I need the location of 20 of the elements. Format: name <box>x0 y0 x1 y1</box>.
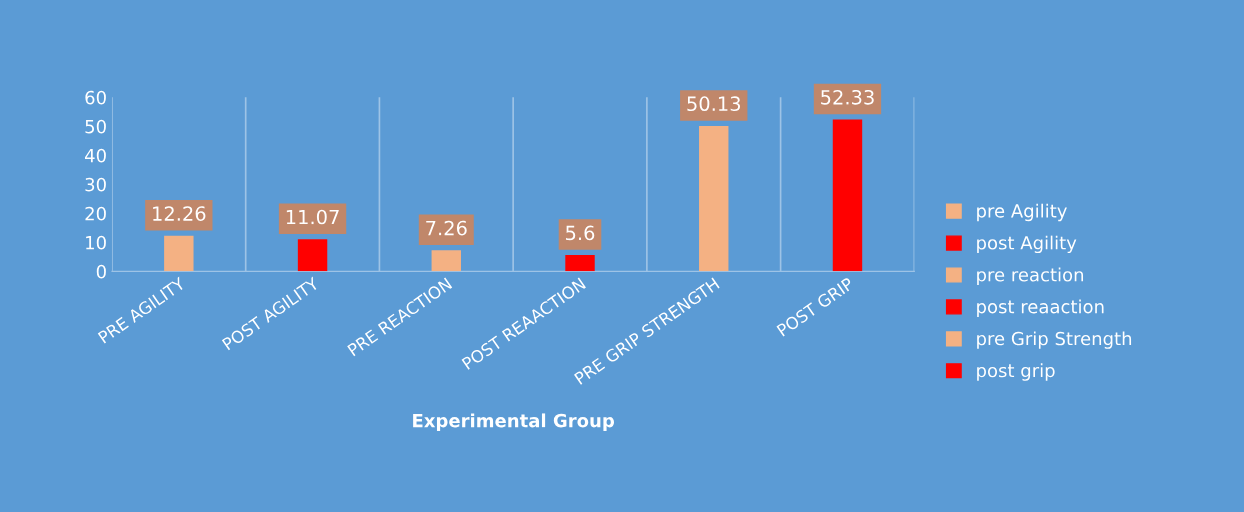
legend-label: pre reaction <box>977 267 1084 286</box>
legend-label: post grip <box>977 363 1055 381</box>
y-tick-label: 20 <box>85 206 106 221</box>
y-tick-label: 60 <box>85 90 106 105</box>
data-label: 52.33 <box>821 89 874 105</box>
y-tick-label: 50 <box>85 119 106 134</box>
data-label: 7.26 <box>426 220 467 236</box>
data-label: 5.6 <box>566 225 595 241</box>
y-tick-label: 0 <box>96 264 106 279</box>
legend-label: post reaaction <box>977 299 1104 317</box>
y-tick-label: 30 <box>85 177 106 192</box>
data-label: 11.07 <box>286 209 339 225</box>
y-tick-label: 10 <box>86 235 106 250</box>
legend-label: pre Grip Strength <box>977 331 1132 349</box>
data-label: 12.26 <box>153 206 206 221</box>
y-tick-label: 40 <box>85 148 106 163</box>
legend-label: post Agility <box>977 235 1077 254</box>
data-label: 50.13 <box>687 96 741 112</box>
x-axis-title: Experimental Group <box>413 413 615 431</box>
legend-label: pre Agility <box>977 203 1067 222</box>
